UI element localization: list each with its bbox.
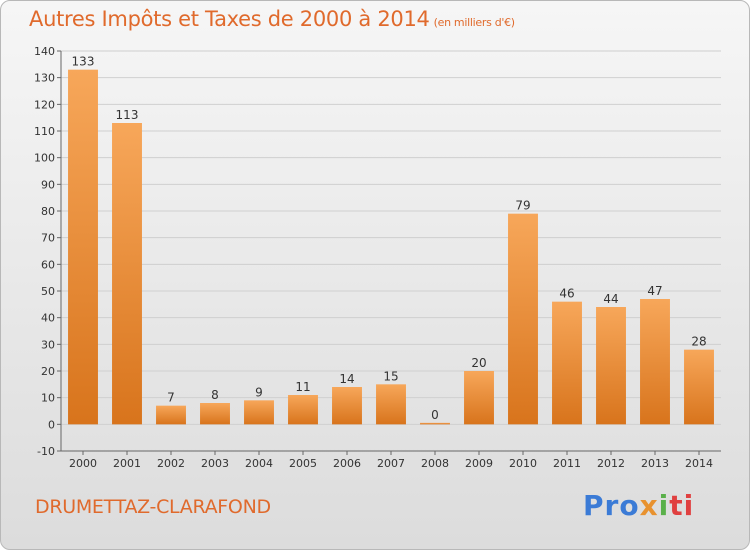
data-label-2010: 79 — [515, 199, 530, 213]
bar-2014 — [684, 349, 714, 425]
data-label-2014: 28 — [691, 335, 706, 349]
data-label-2008: 0 — [431, 408, 439, 422]
bar-2006 — [332, 387, 362, 425]
x-tick-label-2003: 2003 — [201, 457, 229, 470]
y-tick-label: 0 — [48, 418, 55, 431]
x-tick-label-2009: 2009 — [465, 457, 493, 470]
commune-name: DRUMETTAZ-CLARAFOND — [35, 496, 271, 518]
data-label-2012: 44 — [603, 292, 618, 306]
y-tick-label: 110 — [34, 125, 55, 138]
y-tick-label: 20 — [41, 365, 55, 378]
chart-title: Autres Impôts et Taxes de 2000 à 2014 (en… — [29, 7, 515, 31]
y-tick-label: 130 — [34, 72, 55, 85]
bar-2010 — [508, 213, 538, 425]
data-label-2005: 11 — [295, 380, 310, 394]
bar-2012 — [596, 307, 626, 425]
y-tick-label: 30 — [41, 338, 55, 351]
data-label-2011: 46 — [559, 287, 574, 301]
x-tick-label-2001: 2001 — [113, 457, 141, 470]
bar-2013 — [640, 299, 670, 425]
bar-2004 — [244, 400, 274, 425]
x-tick-label-2002: 2002 — [157, 457, 185, 470]
x-tick-label-2013: 2013 — [641, 457, 669, 470]
bar-2011 — [552, 301, 582, 425]
y-tick-label: 40 — [41, 312, 55, 325]
x-tick-label-2007: 2007 — [377, 457, 405, 470]
bar-2005 — [288, 395, 318, 425]
x-tick-label-2012: 2012 — [597, 457, 625, 470]
data-label-2013: 47 — [647, 284, 662, 298]
bar-2001 — [112, 123, 142, 425]
data-label-2000: 133 — [72, 55, 95, 69]
data-label-2002: 7 — [167, 391, 175, 405]
x-tick-label-2005: 2005 — [289, 457, 317, 470]
x-tick-label-2008: 2008 — [421, 457, 449, 470]
bar-2003 — [200, 403, 230, 425]
chart-unit: (en milliers d'€) — [433, 16, 515, 29]
y-tick-label: 90 — [41, 178, 55, 191]
y-tick-label: 140 — [34, 45, 55, 58]
proxiti-logo: Proxiti — [583, 489, 695, 522]
x-tick-label-2000: 2000 — [69, 457, 97, 470]
bar-2008 — [420, 422, 450, 425]
x-tick-label-2006: 2006 — [333, 457, 361, 470]
y-tick-label: 10 — [41, 392, 55, 405]
bar-2009 — [464, 371, 494, 425]
y-tick-label: 100 — [34, 152, 55, 165]
y-tick-label: 50 — [41, 285, 55, 298]
y-tick-label: 80 — [41, 205, 55, 218]
x-tick-label-2004: 2004 — [245, 457, 273, 470]
x-tick-label-2014: 2014 — [685, 457, 713, 470]
data-label-2001: 113 — [116, 108, 139, 122]
y-tick-label: 120 — [34, 98, 55, 111]
data-label-2003: 8 — [211, 388, 219, 402]
data-label-2004: 9 — [255, 385, 263, 399]
bar-2000 — [68, 69, 98, 425]
data-label-2009: 20 — [471, 356, 486, 370]
x-tick-label-2011: 2011 — [553, 457, 581, 470]
x-tick-label-2010: 2010 — [509, 457, 537, 470]
bar-2002 — [156, 405, 186, 425]
y-tick-label: -10 — [37, 445, 55, 458]
bar-2007 — [376, 384, 406, 425]
y-tick-label: 60 — [41, 258, 55, 271]
data-label-2007: 15 — [383, 369, 398, 383]
data-label-2006: 14 — [339, 372, 354, 386]
y-tick-label: 70 — [41, 232, 55, 245]
